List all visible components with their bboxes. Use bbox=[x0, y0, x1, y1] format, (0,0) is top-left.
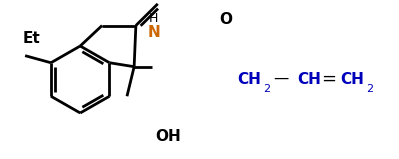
Text: CH: CH bbox=[237, 72, 261, 87]
Text: H: H bbox=[149, 12, 158, 24]
Text: O: O bbox=[219, 12, 232, 27]
Text: —: — bbox=[273, 71, 288, 86]
Text: OH: OH bbox=[155, 129, 181, 144]
Text: 2: 2 bbox=[263, 84, 270, 94]
Text: 2: 2 bbox=[367, 84, 373, 94]
Text: CH: CH bbox=[341, 72, 365, 87]
Text: Et: Et bbox=[23, 31, 40, 46]
Text: =: = bbox=[321, 70, 336, 88]
Text: CH: CH bbox=[297, 72, 321, 87]
Text: N: N bbox=[147, 25, 160, 40]
